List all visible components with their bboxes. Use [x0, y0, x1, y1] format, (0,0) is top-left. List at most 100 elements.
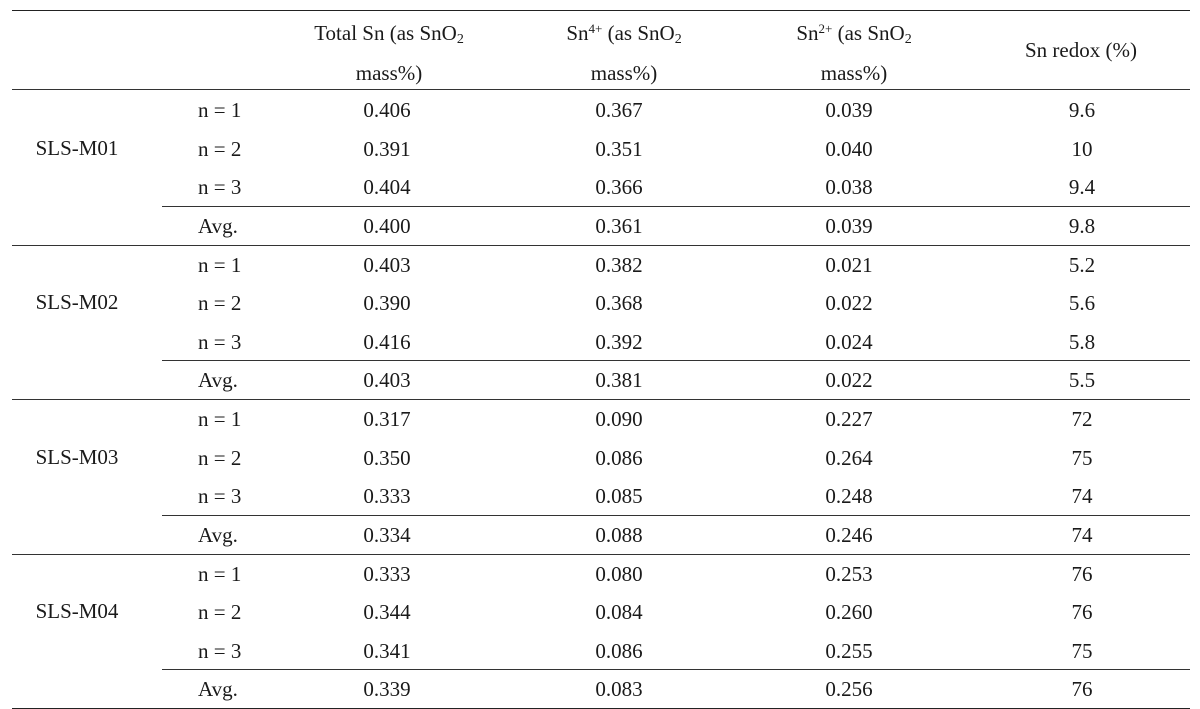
redox-cell: 76	[1071, 677, 1093, 702]
run-label: Avg.	[198, 368, 238, 393]
header-rule	[12, 89, 1190, 90]
sample-label: SLS-M02	[35, 290, 119, 315]
sn2-cell: 0.039	[825, 98, 873, 122]
redox-cell: 5.2	[1068, 252, 1096, 277]
header-sn4-base: Sn	[566, 21, 589, 45]
sn2-cell: 0.038	[825, 175, 873, 200]
sn4-cell: 0.368	[595, 291, 643, 316]
sn2-cell: 0.024	[825, 329, 873, 354]
redox-cell: 75	[1071, 445, 1093, 470]
redox-cell: 76	[1071, 561, 1093, 586]
total-cell: 0.406	[363, 98, 411, 122]
avg-separator	[162, 669, 1190, 671]
redox-cell: 74	[1071, 484, 1093, 509]
total-cell: 0.391	[363, 136, 411, 161]
sn4-cell: 0.361	[595, 213, 643, 238]
sample-label: SLS-M03	[35, 444, 119, 469]
redox-cell: 5.8	[1068, 329, 1096, 354]
run-label: n = 3	[198, 329, 242, 354]
total-cell: 0.341	[363, 638, 411, 663]
header-sn4-unit: mass%)	[590, 61, 658, 85]
run-label: Avg.	[198, 522, 238, 547]
total-cell: 0.350	[363, 445, 411, 470]
header-sn4-sub: 2	[674, 32, 682, 47]
total-cell: 0.400	[363, 213, 411, 238]
run-label: Avg.	[198, 213, 238, 238]
sn4-cell: 0.367	[595, 98, 643, 122]
header-sn2-sub: 2	[904, 32, 912, 47]
group-separator	[12, 399, 1190, 400]
redox-cell: 74	[1071, 522, 1093, 547]
sn2-cell: 0.264	[825, 445, 873, 470]
redox-cell: 9.6	[1068, 98, 1096, 122]
header-sn2-base: Sn	[796, 21, 819, 45]
header-total-sn: Total Sn (as SnO2 mass%)	[274, 15, 504, 91]
sn4-cell: 0.088	[595, 522, 643, 547]
run-label: n = 1	[198, 407, 242, 431]
header-sn2-sup: 2+	[818, 21, 833, 36]
sn4-cell: 0.080	[595, 561, 643, 586]
sn2-cell: 0.260	[825, 600, 873, 625]
sn4-cell: 0.366	[595, 175, 643, 200]
total-cell: 0.339	[363, 677, 411, 702]
run-label: n = 2	[198, 291, 242, 316]
sn2-cell: 0.246	[825, 522, 873, 547]
sn4-cell: 0.084	[595, 600, 643, 625]
total-cell: 0.334	[363, 522, 411, 547]
top-rule	[12, 10, 1190, 11]
sample-label: SLS-M01	[35, 135, 119, 160]
header-sn4-sup: 4+	[588, 21, 603, 36]
redox-cell: 10	[1071, 136, 1093, 161]
run-label: n = 3	[198, 484, 242, 509]
header-sn2-unit: mass%)	[820, 61, 888, 85]
sn2-cell: 0.253	[825, 561, 873, 586]
total-cell: 0.333	[363, 484, 411, 509]
sn2-cell: 0.040	[825, 136, 873, 161]
sn4-cell: 0.382	[595, 252, 643, 277]
header-sn2: Sn2+ (as SnO2 mass%)	[739, 15, 969, 91]
group-separator	[12, 553, 1190, 555]
sn2-cell: 0.256	[825, 677, 873, 702]
redox-cell: 75	[1071, 638, 1093, 663]
header-sn4-text: (as SnO	[602, 21, 675, 45]
run-label: n = 2	[198, 445, 242, 470]
avg-separator	[162, 205, 1190, 207]
run-label: n = 2	[198, 600, 242, 625]
redox-cell: 76	[1071, 600, 1093, 625]
sn2-cell: 0.255	[825, 638, 873, 663]
run-label: n = 1	[198, 561, 242, 586]
header-redox-text: Sn redox (%)	[1025, 38, 1137, 62]
avg-separator	[162, 360, 1190, 362]
header-total-sn-text: Total Sn (as SnO	[314, 21, 457, 45]
group-separator	[12, 244, 1190, 246]
header-total-sn-sub: 2	[456, 32, 464, 47]
sn4-cell: 0.392	[595, 329, 643, 354]
redox-cell: 5.5	[1068, 368, 1096, 393]
run-label: n = 1	[198, 98, 242, 122]
sn2-cell: 0.022	[825, 291, 873, 316]
total-cell: 0.333	[363, 561, 411, 586]
sn4-cell: 0.086	[595, 638, 643, 663]
redox-cell: 9.8	[1068, 213, 1096, 238]
run-label: n = 2	[198, 136, 242, 161]
header-sn4: Sn4+ (as SnO2 mass%)	[509, 15, 739, 91]
run-label: Avg.	[198, 677, 238, 702]
redox-cell: 72	[1071, 407, 1093, 431]
total-cell: 0.344	[363, 600, 411, 625]
total-cell: 0.390	[363, 291, 411, 316]
sample-label: SLS-M04	[35, 599, 119, 624]
sn2-cell: 0.022	[825, 368, 873, 393]
sn4-cell: 0.085	[595, 484, 643, 509]
total-cell: 0.416	[363, 329, 411, 354]
sn4-cell: 0.083	[595, 677, 643, 702]
run-label: n = 1	[198, 252, 242, 277]
sn2-cell: 0.021	[825, 252, 873, 277]
header-redox: Sn redox (%)	[972, 32, 1190, 68]
sn4-cell: 0.381	[595, 368, 643, 393]
total-cell: 0.404	[363, 175, 411, 200]
redox-cell: 9.4	[1068, 175, 1096, 200]
sn-redox-table: Total Sn (as SnO2 mass%) Sn4+ (as SnO2 m…	[12, 0, 1190, 709]
run-label: n = 3	[198, 175, 242, 200]
run-label: n = 3	[198, 638, 242, 663]
sn2-cell: 0.039	[825, 213, 873, 238]
